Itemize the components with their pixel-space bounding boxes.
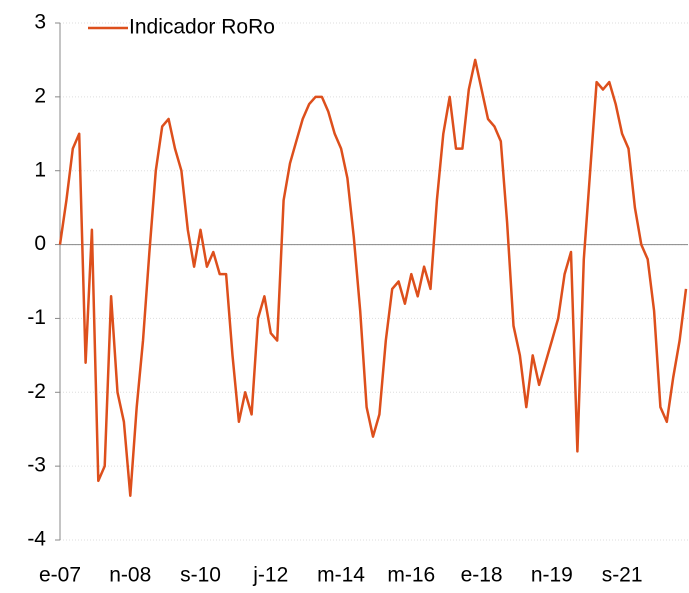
x-tick-label: s-10 (180, 564, 221, 587)
y-tick-label: -4 (27, 528, 46, 551)
x-tick-label: e-07 (39, 564, 81, 587)
x-tick-label: n-19 (531, 564, 573, 587)
x-tick-label: n-08 (109, 564, 151, 587)
x-tick-label: s-21 (602, 564, 643, 587)
x-tick-label: j-12 (252, 564, 288, 587)
y-tick-label: -1 (27, 306, 46, 329)
y-tick-label: -3 (27, 454, 46, 477)
series-line (58, 58, 688, 497)
y-tick-label: 0 (34, 232, 46, 255)
y-tick-label: 3 (34, 11, 46, 34)
legend-label: Indicador RoRo (129, 16, 275, 39)
y-tick-label: 1 (34, 158, 46, 181)
y-tick-label: 2 (34, 84, 46, 107)
y-tick-label: -2 (27, 380, 46, 403)
x-tick-label: m-16 (387, 564, 435, 587)
x-tick-label: m-14 (317, 564, 365, 587)
x-tick-label: e-18 (461, 564, 503, 587)
